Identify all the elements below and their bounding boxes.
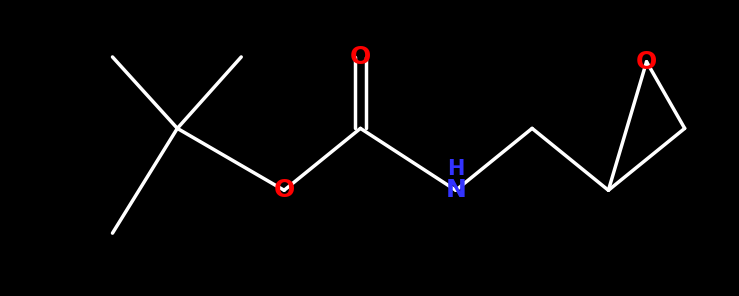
Text: O: O [273, 178, 295, 202]
Text: N: N [446, 178, 466, 202]
Text: H: H [447, 159, 465, 179]
Text: O: O [636, 50, 657, 74]
Text: O: O [350, 45, 371, 69]
